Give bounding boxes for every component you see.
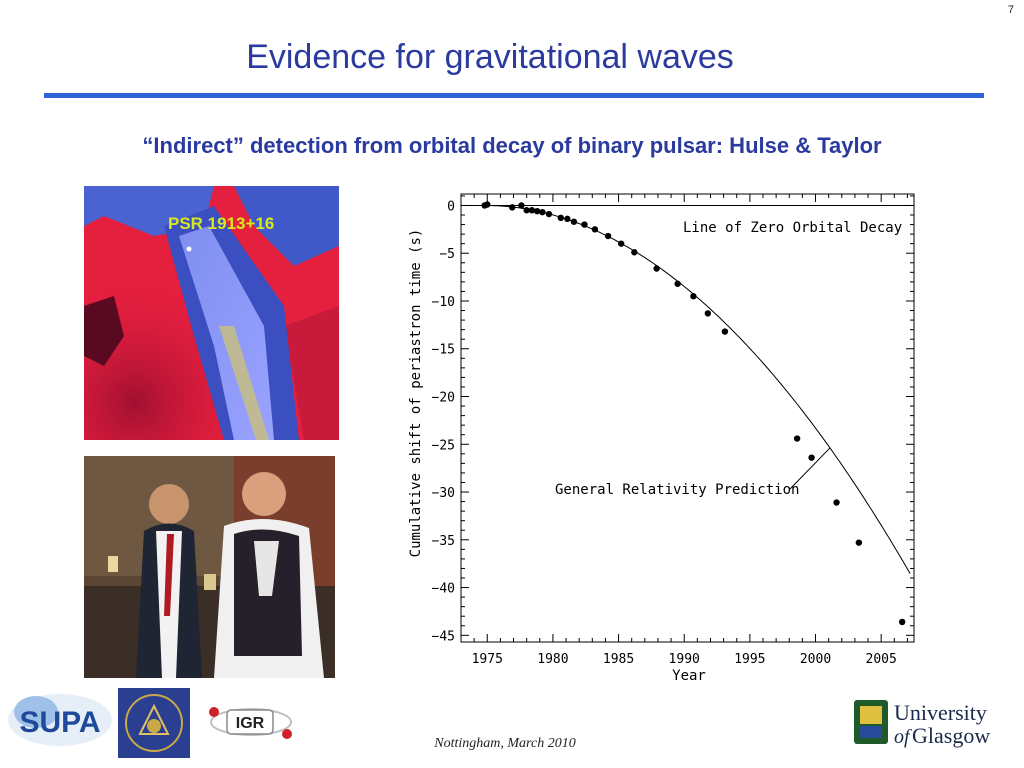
y-tick-label: −10 — [432, 295, 455, 310]
pulsar-label: PSR 1913+16 — [168, 214, 274, 233]
astronomy-astrophysics-logo — [118, 688, 190, 763]
glasgow-text-university: University — [894, 700, 987, 725]
data-point — [533, 207, 541, 215]
data-point — [690, 293, 697, 300]
title-rule — [44, 93, 984, 98]
slide-title: Evidence for gravitational waves — [246, 38, 734, 76]
slide-number: 7 — [1007, 4, 1014, 16]
data-point — [604, 232, 612, 240]
data-point — [808, 454, 815, 461]
pulsar-radio-map: PSR 1913+16 — [84, 186, 339, 440]
data-point — [617, 240, 625, 247]
x-tick-label: 1985 — [603, 652, 634, 667]
data-point — [564, 215, 571, 223]
y-tick-label: −25 — [432, 438, 455, 453]
supa-logo-text: SUPA — [19, 706, 100, 739]
data-point — [518, 202, 525, 209]
igr-logo-text: IGR — [236, 715, 265, 732]
y-tick-label: −40 — [432, 582, 455, 597]
gr-annotation-leader — [789, 447, 831, 490]
y-axis-label: Cumulative shift of periastron time (s) — [408, 229, 424, 558]
gr-prediction-curve — [484, 205, 911, 574]
x-tick-label: 2000 — [800, 652, 831, 667]
hulse-taylor-photo — [84, 456, 335, 678]
periastron-shift-chart: 1975 1980 1985 1990 1995 2000 2005 0 −5 −10 −15 −20… — [395, 182, 925, 692]
data-point — [570, 218, 578, 225]
data-point — [631, 249, 638, 256]
data-point — [653, 265, 660, 272]
x-axis-label: Year — [672, 668, 706, 684]
x-tick-label: 1990 — [669, 652, 700, 667]
data-point — [898, 618, 906, 626]
plot-frame — [460, 193, 915, 643]
data-point — [704, 310, 712, 317]
data-point — [581, 221, 588, 228]
data-point — [557, 214, 564, 222]
glasgow-text-glasgow: Glasgow — [912, 723, 990, 748]
annotation-zero-decay: Line of Zero Orbital Decay — [683, 220, 902, 236]
annotation-gr-prediction: General Relativity Prediction — [555, 482, 799, 498]
data-point — [523, 207, 530, 214]
data-point — [793, 435, 801, 442]
y-tick-label: −35 — [432, 534, 455, 549]
data-point — [528, 207, 536, 214]
igr-logo: IGR — [205, 700, 297, 749]
y-tick-label: −15 — [432, 343, 455, 358]
data-point — [591, 226, 599, 233]
glasgow-text-of: of — [894, 726, 912, 748]
y-tick-label: −20 — [432, 391, 455, 406]
university-of-glasgow-logo: University of Glasgow — [852, 696, 1012, 757]
supa-logo: SUPA — [6, 690, 114, 755]
footer-location-date: Nottingham, March 2010 — [434, 736, 576, 751]
y-tick-label: −45 — [432, 629, 455, 644]
data-point — [509, 204, 516, 211]
x-tick-label: 1975 — [472, 652, 503, 667]
data-point — [484, 201, 491, 208]
x-tick-label: 2005 — [866, 652, 897, 667]
data-point — [833, 499, 840, 506]
x-tick-label: 1980 — [537, 652, 568, 667]
data-point — [674, 280, 681, 287]
data-point — [539, 208, 546, 216]
y-tick-label: −5 — [439, 247, 455, 262]
x-tick-label: 1995 — [734, 652, 765, 667]
data-point — [545, 210, 553, 218]
data-point — [855, 539, 863, 546]
y-tick-label: 0 — [447, 199, 455, 214]
slide-subtitle: “Indirect” detection from orbital decay … — [142, 133, 882, 158]
y-tick-label: −30 — [432, 486, 455, 501]
data-point — [721, 328, 729, 335]
